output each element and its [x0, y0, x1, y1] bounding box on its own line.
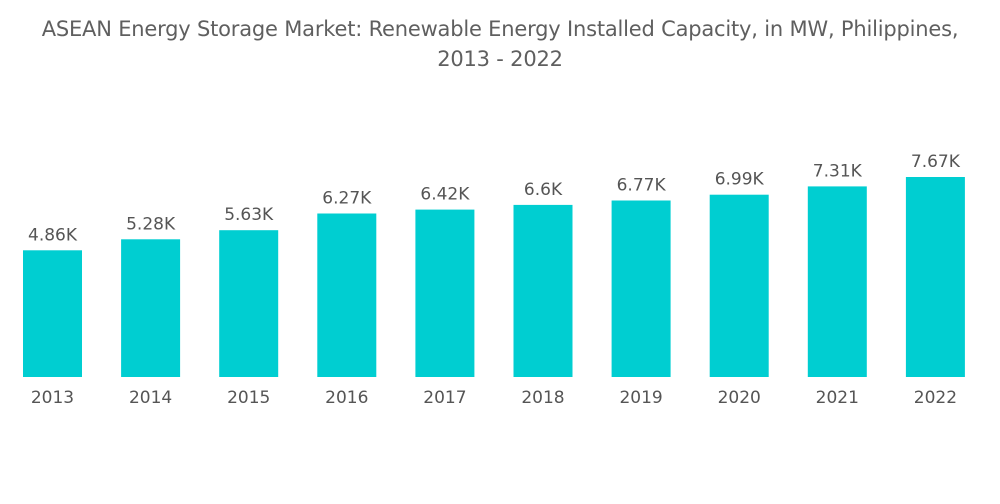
- bar-2015: [219, 230, 279, 377]
- x-tick-2014: 2014: [129, 388, 172, 408]
- x-axis-ticks: 2013 2014 2015 2016 2017 2018 2019 2020 2021 2022: [31, 388, 957, 408]
- chart-title-line-1: ASEAN Energy Storage Market: Renewable E…: [41, 17, 959, 41]
- bar-2020: [709, 194, 769, 377]
- data-label-2022: 7.67K: [911, 152, 961, 172]
- bar-2018: [513, 204, 573, 377]
- bar-2019: [611, 200, 671, 377]
- x-tick-2015: 2015: [227, 388, 270, 408]
- chart-title-line-2: 2013 - 2022: [437, 47, 563, 71]
- bar-2016: [317, 213, 377, 377]
- bar-2013: [23, 250, 82, 377]
- data-label-2014: 5.28K: [126, 214, 176, 234]
- x-tick-2020: 2020: [718, 388, 761, 408]
- x-tick-2013: 2013: [31, 388, 74, 408]
- data-label-2016: 6.27K: [322, 189, 372, 209]
- x-tick-2018: 2018: [521, 388, 564, 408]
- data-label-2019: 6.77K: [617, 176, 667, 196]
- data-label-2018: 6.6K: [524, 180, 563, 200]
- bars-group: [23, 177, 965, 377]
- data-label-2020: 6.99K: [715, 170, 765, 190]
- x-tick-2022: 2022: [914, 388, 957, 408]
- data-label-2015: 5.63K: [224, 205, 274, 225]
- data-label-2013: 4.86K: [28, 225, 78, 245]
- bar-2014: [121, 239, 181, 377]
- x-tick-2019: 2019: [619, 388, 662, 408]
- bar-2022: [905, 177, 965, 377]
- data-label-2021: 7.31K: [813, 161, 863, 181]
- bar-2021: [807, 186, 867, 377]
- x-tick-2017: 2017: [423, 388, 466, 408]
- data-label-2017: 6.42K: [420, 185, 470, 205]
- x-tick-2016: 2016: [325, 388, 368, 408]
- chart-title: ASEAN Energy Storage Market: Renewable E…: [0, 14, 1000, 74]
- data-labels-group: 4.86K 5.28K 5.63K 6.27K 6.42K 6.6K 6.77K 6.99K 7…: [28, 152, 961, 245]
- bar-2017: [415, 209, 475, 377]
- x-tick-2021: 2021: [816, 388, 859, 408]
